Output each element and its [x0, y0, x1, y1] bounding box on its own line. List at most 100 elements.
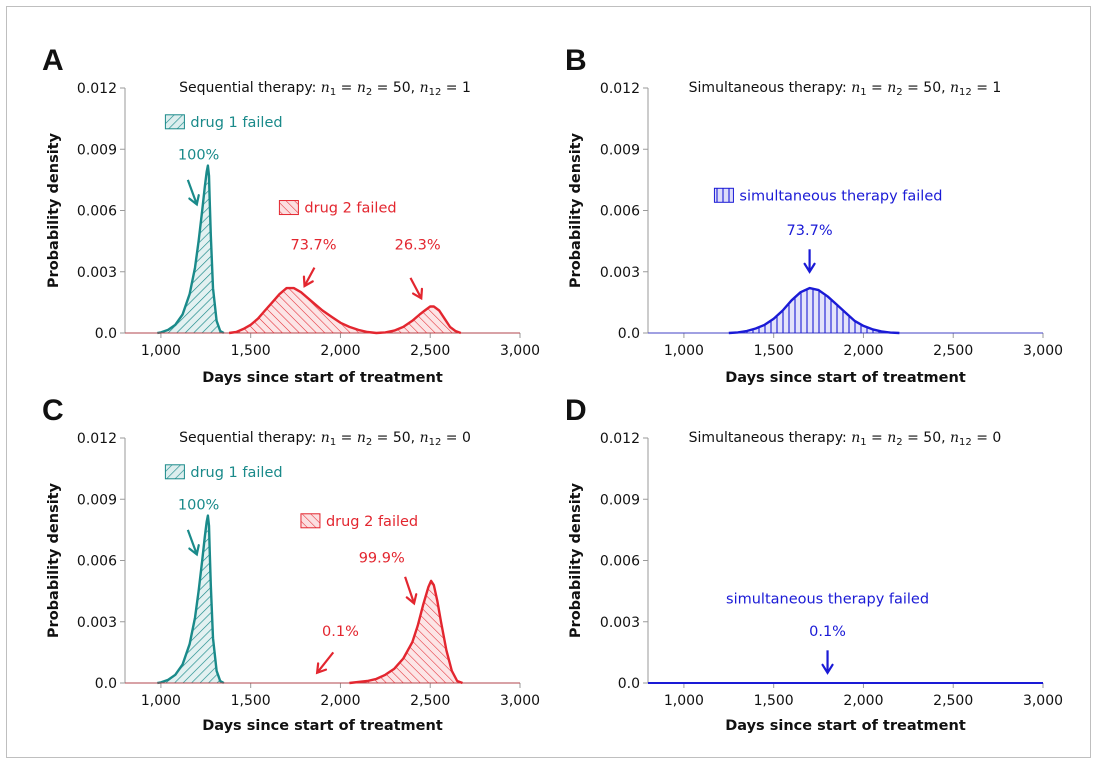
series-area-hatch — [349, 580, 463, 683]
x-tick-label: 1,000 — [664, 693, 704, 709]
figure-frame — [6, 6, 1091, 758]
x-tick-label: 3,000 — [1023, 343, 1063, 359]
legend-swatch — [713, 187, 734, 203]
arrow-head — [803, 262, 816, 274]
arrow-shaft — [303, 267, 316, 287]
y-tick-label: 0.009 — [77, 492, 117, 508]
y-tick-label: 0.0 — [95, 326, 117, 342]
panel-label: D — [565, 394, 587, 427]
y-tick-label: 0.012 — [600, 431, 640, 447]
arrow-head — [302, 275, 314, 288]
y-tick-label: 0.0 — [618, 326, 640, 342]
series-line — [228, 286, 462, 335]
data-annotation-label: simultaneous therapy failed — [726, 591, 929, 607]
arrow-head — [188, 194, 200, 207]
x-axis-label: Days since start of treatment — [725, 718, 966, 734]
series-line — [349, 579, 463, 685]
legend-swatch — [164, 464, 185, 480]
legend-swatch — [164, 114, 185, 130]
x-tick-label: 1,500 — [754, 693, 794, 709]
arrow-head — [821, 663, 834, 675]
x-tick-label: 2,500 — [933, 343, 973, 359]
legend-label: drug 2 failed — [304, 201, 396, 217]
y-axis-label: Probability density — [568, 132, 584, 288]
y-tick-label: 0.009 — [600, 492, 640, 508]
x-tick-label: 1,000 — [141, 343, 181, 359]
arrow-head — [188, 544, 200, 557]
x-tick-label: 1,500 — [231, 693, 271, 709]
series-line — [728, 286, 900, 335]
legend-swatch — [278, 200, 299, 216]
arrow-head — [315, 662, 328, 675]
x-tick-label: 1,000 — [141, 693, 181, 709]
x-tick-label: 2,000 — [843, 693, 883, 709]
y-tick-label: 0.006 — [77, 204, 117, 220]
x-tick-label: 3,000 — [500, 343, 540, 359]
x-tick-label: 3,000 — [1023, 693, 1063, 709]
y-tick-label: 0.003 — [77, 265, 117, 281]
arrow-shaft — [404, 576, 416, 604]
data-annotation-label: 73.7% — [787, 223, 833, 239]
x-tick-label: 2,500 — [410, 693, 450, 709]
legend-label: drug 1 failed — [190, 465, 282, 481]
data-annotation-label: 100% — [178, 497, 219, 513]
panel-title: Simultaneous therapy: n1 = n2 = 50, n12 … — [689, 430, 1002, 448]
y-axis-label: Probability density — [46, 482, 62, 638]
x-tick-label: 2,000 — [320, 693, 360, 709]
panel-label: C — [42, 394, 64, 427]
x-tick-label: 3,000 — [500, 693, 540, 709]
y-tick-label: 0.0 — [618, 676, 640, 692]
y-axis-label: Probability density — [46, 132, 62, 288]
legend-label: drug 2 failed — [326, 514, 418, 530]
panel-B: B Simultaneous therapy: n1 = n2 = 50, n12… — [565, 44, 1063, 386]
panel-D: D Simultaneous therapy: n1 = n2 = 50, n12… — [565, 394, 1063, 734]
data-annotation-label: 26.3% — [395, 237, 441, 253]
series-area-hatch — [728, 288, 900, 333]
series-area-hatch — [229, 288, 461, 333]
legend-swatch — [300, 513, 321, 529]
data-annotation-label: 73.7% — [290, 237, 336, 253]
panel-title: Sequential therapy: n1 = n2 = 50, n12 = … — [179, 80, 471, 98]
panel-label: B — [565, 44, 587, 77]
series-line — [157, 514, 225, 685]
x-tick-label: 2,500 — [933, 693, 973, 709]
x-tick-label: 2,500 — [410, 343, 450, 359]
arrow-shaft — [186, 179, 198, 205]
arrow-shaft — [409, 277, 423, 299]
panel-label: A — [42, 44, 64, 77]
y-tick-label: 0.012 — [600, 81, 640, 97]
y-tick-label: 0.009 — [600, 142, 640, 158]
y-tick-label: 0.003 — [600, 615, 640, 631]
arrow-shaft — [316, 651, 335, 674]
x-tick-label: 2,000 — [843, 343, 883, 359]
x-axis-label: Days since start of treatment — [725, 370, 966, 386]
x-tick-label: 1,000 — [664, 343, 704, 359]
y-tick-label: 0.006 — [600, 554, 640, 570]
x-tick-label: 1,500 — [231, 343, 271, 359]
y-tick-label: 0.0 — [95, 676, 117, 692]
panel-title: Simultaneous therapy: n1 = n2 = 50, n12 … — [689, 80, 1002, 98]
legend-label: simultaneous therapy failed — [739, 188, 942, 204]
panel-A: A Sequential therapy: n1 = n2 = 50, n12 =… — [42, 44, 540, 386]
data-annotation-label: 100% — [178, 147, 219, 163]
x-axis-label: Days since start of treatment — [202, 718, 443, 734]
arrow-head — [405, 593, 418, 606]
data-annotation-label: 0.1% — [322, 624, 359, 640]
panel-C: C Sequential therapy: n1 = n2 = 50, n12 =… — [42, 394, 540, 734]
data-annotation-label: 99.9% — [359, 551, 405, 567]
x-tick-label: 1,500 — [754, 343, 794, 359]
y-tick-label: 0.012 — [77, 81, 117, 97]
y-tick-label: 0.006 — [77, 554, 117, 570]
x-tick-label: 2,000 — [320, 343, 360, 359]
y-tick-label: 0.009 — [77, 142, 117, 158]
arrow-head — [411, 287, 424, 301]
x-axis-label: Days since start of treatment — [202, 370, 443, 386]
data-annotation-label: 0.1% — [809, 624, 846, 640]
panel-title: Sequential therapy: n1 = n2 = 50, n12 = … — [179, 430, 471, 448]
arrow-shaft — [186, 529, 198, 555]
y-tick-label: 0.006 — [600, 204, 640, 220]
y-tick-label: 0.003 — [77, 615, 117, 631]
legend-label: drug 1 failed — [190, 115, 282, 131]
series-area-hatch — [157, 515, 224, 683]
